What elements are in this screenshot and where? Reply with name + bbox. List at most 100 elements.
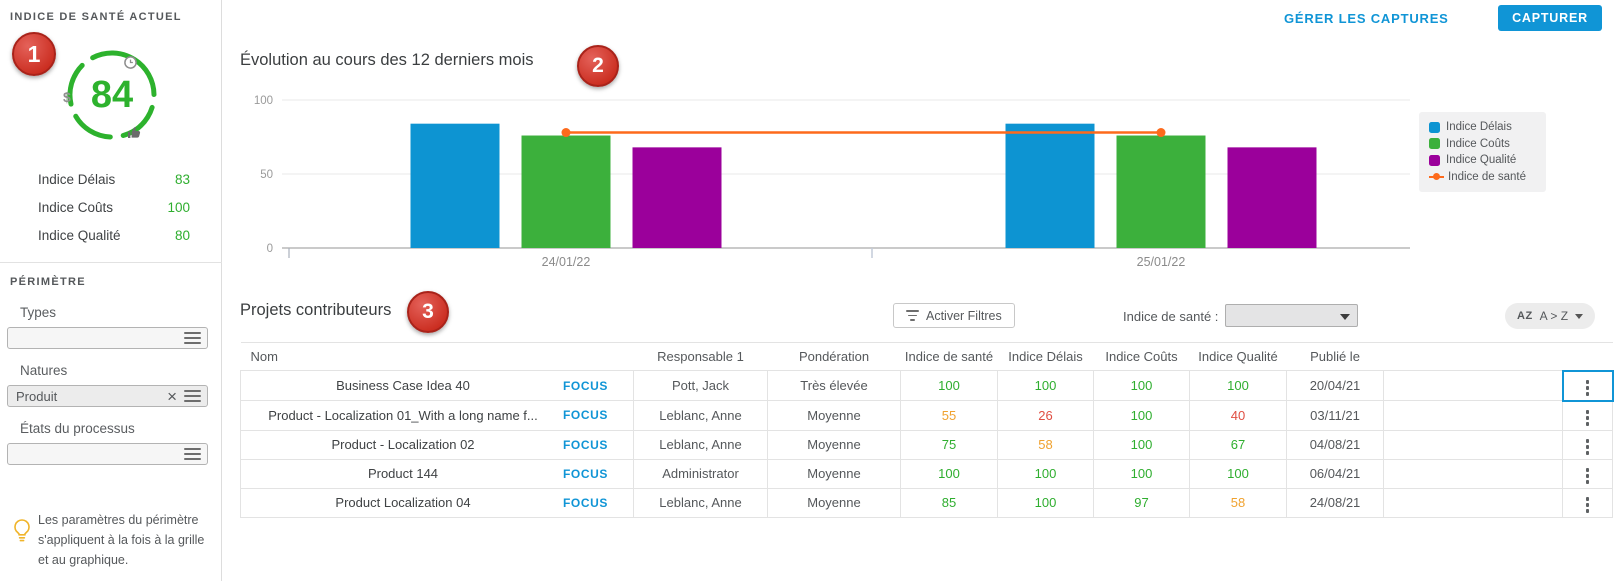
clock-icon	[124, 56, 137, 69]
chart-bar	[410, 123, 500, 248]
cell-publie-le: 20/04/21	[1286, 370, 1384, 401]
cell-indice-sante: 85	[900, 487, 998, 518]
projects-table-title: Projets contributeurs	[240, 301, 392, 319]
row-menu-button[interactable]	[1578, 464, 1598, 487]
cell-ponderation: Moyenne	[767, 429, 901, 460]
column-header[interactable]: Indice Qualité	[1189, 342, 1287, 371]
column-header[interactable]: Pondération	[767, 342, 901, 371]
row-menu-button[interactable]	[1578, 493, 1598, 516]
chart-bar	[1005, 123, 1095, 248]
chart-title: Évolution au cours des 12 derniers mois	[240, 51, 534, 69]
project-name: Product - Localization 02	[331, 437, 475, 452]
row-menu-button[interactable]	[1578, 435, 1598, 458]
chart-bar	[1116, 135, 1206, 248]
cell-nom: Product - Localization 02 FOCUS	[240, 429, 634, 460]
cell-indice-delais: 100	[997, 370, 1094, 401]
row-menu-button[interactable]	[1578, 406, 1598, 429]
legend-label: Indice Coûts	[1446, 137, 1510, 150]
project-name: Product Localization 04	[335, 495, 471, 510]
cell-indice-sante: 75	[900, 429, 998, 460]
cell-publie-le: 24/08/21	[1286, 487, 1384, 518]
cell-nom: Business Case Idea 40 FOCUS	[240, 370, 634, 401]
cell-responsable: Administrator	[633, 458, 768, 489]
natures-filter-input[interactable]: Produit ×	[7, 385, 208, 407]
cell-indice-couts: 100	[1093, 370, 1190, 401]
list-icon[interactable]	[184, 390, 201, 402]
etats-du-processus-filter-input[interactable]	[7, 443, 208, 465]
table-row: Product - Localization 02 FOCUS Leblanc, A…	[240, 429, 1613, 460]
filter-icon	[906, 310, 919, 321]
annotation-badge-2: 2	[577, 45, 619, 87]
index-label: Indice Coûts	[38, 200, 114, 215]
sort-direction-label: A > Z	[1539, 309, 1569, 323]
table-row: Product - Localization 01_With a long na…	[240, 400, 1613, 431]
y-axis-tick-label: 100	[254, 95, 273, 107]
x-axis-category-label: 24/01/22	[542, 255, 591, 269]
health-filter-select[interactable]	[1225, 304, 1358, 327]
cell-actions	[1562, 458, 1613, 489]
cell-indice-couts: 100	[1093, 429, 1190, 460]
list-icon[interactable]	[184, 448, 201, 460]
focus-link[interactable]: FOCUS	[563, 378, 608, 393]
capture-button[interactable]: CAPTURER	[1498, 5, 1602, 31]
column-header[interactable]: Nom	[240, 342, 634, 371]
focus-link[interactable]: FOCUS	[563, 437, 608, 452]
column-header[interactable]: Indice Coûts	[1093, 342, 1190, 371]
focus-link[interactable]: FOCUS	[563, 495, 608, 510]
cell-indice-qualite: 40	[1189, 400, 1287, 431]
chevron-down-icon	[1340, 314, 1350, 320]
column-header[interactable]: Indice de santé	[900, 342, 998, 371]
types-filter-input[interactable]	[7, 327, 208, 349]
evolution-chart: 0 50 100 24/01/22 25/01/22	[254, 95, 1410, 269]
sort-button[interactable]: AZ A > Z	[1505, 303, 1596, 329]
health-index-row: Indice Délais 83	[0, 168, 222, 196]
types-label: Types	[20, 305, 57, 320]
list-icon[interactable]	[184, 332, 201, 344]
cell-responsable: Leblanc, Anne	[633, 400, 768, 431]
focus-link[interactable]: FOCUS	[563, 408, 608, 423]
focus-link[interactable]: FOCUS	[563, 466, 608, 481]
health-filter-label: Indice de santé :	[1123, 309, 1219, 324]
row-menu-button[interactable]	[1578, 376, 1598, 399]
clear-icon[interactable]: ×	[167, 386, 177, 406]
cell-indice-delais: 26	[997, 400, 1094, 431]
table-row: Business Case Idea 40 FOCUS Pott, Jack Très…	[240, 369, 1614, 402]
cell-filler	[1383, 429, 1563, 460]
column-header[interactable]: Publié le	[1286, 342, 1384, 371]
legend-item: Indice Qualité	[1429, 152, 1538, 169]
table-header-row: Nom Responsable 1 Pondération Indice de san…	[240, 342, 1613, 371]
health-line-point	[1156, 128, 1166, 138]
cell-nom: Product Localization 04 FOCUS	[240, 487, 634, 518]
cell-publie-le: 06/04/21	[1286, 458, 1384, 489]
y-axis-tick-label: 0	[267, 243, 273, 255]
annotation-badge-3: 3	[407, 291, 449, 333]
health-indices-list: Indice Délais 83 Indice Coûts 100 Indice Qua…	[0, 168, 222, 252]
cell-actions	[1562, 429, 1613, 460]
cell-indice-couts: 100	[1093, 458, 1190, 489]
legend-swatch	[1429, 154, 1440, 166]
health-index-row: Indice Coûts 100	[0, 196, 222, 224]
legend-label: Indice de santé	[1448, 170, 1527, 183]
natures-label: Natures	[20, 363, 68, 378]
projects-table: Nom Responsable 1 Pondération Indice de san…	[240, 342, 1614, 518]
perimetre-title: PÉRIMÈTRE	[10, 276, 86, 288]
project-name: Business Case Idea 40	[336, 378, 470, 393]
index-value: 100	[167, 200, 190, 215]
cell-indice-delais: 100	[997, 487, 1094, 518]
sidebar-divider	[0, 262, 222, 263]
project-name: Product - Localization 01_With a long na…	[268, 407, 538, 423]
index-label: Indice Délais	[38, 172, 116, 187]
health-line-point	[561, 128, 571, 138]
activate-filters-button[interactable]: Activer Filtres	[893, 303, 1015, 328]
natures-filter-value: Produit	[16, 388, 58, 404]
cell-publie-le: 04/08/21	[1286, 429, 1384, 460]
manage-captures-link[interactable]: GÉRER LES CAPTURES	[1284, 11, 1449, 26]
column-header[interactable]: Responsable 1	[633, 342, 768, 371]
column-header[interactable]: Indice Délais	[997, 342, 1094, 371]
table-row: Product Localization 04 FOCUS Leblanc, Ann…	[240, 487, 1613, 518]
filter-group-natures: Natures Produit ×	[0, 363, 222, 407]
index-value: 80	[174, 228, 190, 243]
activate-filters-label: Activer Filtres	[926, 308, 1002, 323]
sidebar: INDICE DE SANTÉ ACTUEL 1 84 $ Indice Dél…	[0, 0, 222, 581]
